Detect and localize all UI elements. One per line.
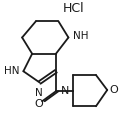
Text: HN: HN (4, 66, 20, 76)
Text: O: O (110, 85, 118, 95)
Text: O: O (34, 99, 43, 109)
Text: N: N (61, 86, 70, 96)
Text: NH: NH (73, 31, 89, 41)
Text: N: N (35, 88, 42, 98)
Text: HCl: HCl (63, 2, 84, 15)
